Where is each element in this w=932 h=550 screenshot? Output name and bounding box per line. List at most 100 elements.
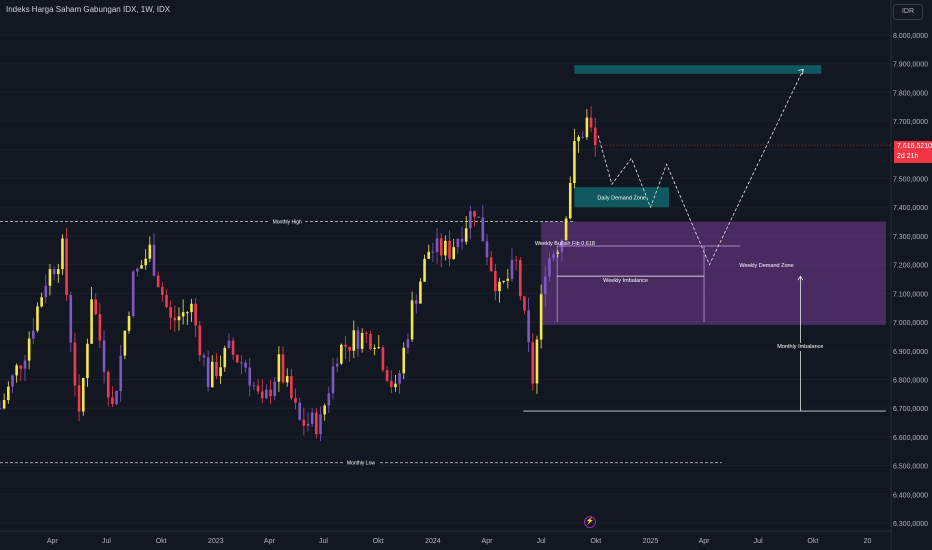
candle-body — [40, 297, 43, 307]
price-tick-label: 6.500,0000 — [893, 464, 928, 471]
candle-body — [269, 389, 272, 397]
candle-body — [69, 294, 73, 343]
candle-body — [56, 269, 60, 275]
last-price-tag: 7.616,5210 2d 21h — [894, 141, 932, 163]
candle-body — [452, 247, 456, 259]
currency-button[interactable]: IDR — [893, 4, 923, 20]
annotation-label: Weekly Imbalance — [603, 278, 648, 284]
candle-body — [260, 391, 264, 399]
candle-body — [531, 342, 535, 384]
candle-body — [119, 355, 123, 391]
price-tick-label: 6.600,0000 — [893, 435, 928, 442]
candle-body — [344, 344, 347, 347]
candle-body — [577, 136, 580, 142]
candle-body — [244, 362, 247, 368]
candle-body — [240, 362, 243, 364]
price-tick-label: 8.000,0000 — [893, 33, 928, 40]
price-tick-label: 6.400,0000 — [893, 492, 928, 499]
candle-body — [23, 360, 27, 369]
price-tick-label: 7.800,0000 — [893, 90, 928, 97]
level-label: Monthly Low — [347, 461, 375, 467]
candle-body — [439, 238, 443, 256]
candle-body — [410, 300, 414, 340]
projection-arrow-head — [798, 68, 804, 75]
candle-body — [506, 278, 510, 281]
candle-body — [539, 294, 543, 340]
candle-body — [44, 285, 48, 298]
candle-body — [302, 419, 306, 426]
flash-icon[interactable]: ⚡ — [584, 516, 596, 528]
candle-body — [535, 339, 539, 384]
time-tick-label: 20 — [864, 538, 872, 545]
candle-body — [27, 338, 31, 361]
level-label: Monthly High — [273, 220, 302, 226]
price-tick-label: 7.000,0000 — [893, 320, 928, 327]
candle-body — [568, 182, 572, 219]
candle-body — [102, 340, 106, 372]
candle-body — [573, 141, 576, 183]
candle-body — [402, 347, 406, 374]
candle-body — [352, 330, 356, 351]
candle-body — [281, 354, 285, 383]
candle-body — [81, 378, 85, 412]
time-tick-label: 2025 — [643, 538, 659, 545]
candle-body — [543, 276, 547, 295]
time-scale[interactable]: Apr Jul Okt 2023 Apr Jul Okt 2024 Apr Jul Okt 2025 A… — [47, 538, 872, 545]
candle-body — [215, 361, 218, 377]
candle-body — [523, 296, 526, 311]
time-tick-label: Jul — [537, 538, 546, 545]
levels: Monthly High Monthly Low — [0, 217, 886, 467]
candle-body — [377, 347, 381, 349]
price-tick-label: 6.300,0000 — [893, 521, 928, 528]
candle-body — [406, 339, 410, 348]
candle-body — [2, 400, 6, 409]
time-tick-label: Jul — [754, 538, 763, 545]
candle-body — [473, 210, 476, 217]
candle-body — [98, 314, 102, 341]
candle-body — [556, 252, 560, 254]
candles — [0, 106, 597, 442]
time-tick-label: 2024 — [425, 538, 441, 545]
candle-body — [310, 412, 314, 424]
candle-body — [48, 269, 52, 286]
candle-body — [186, 312, 189, 314]
time-tick-label: Apr — [47, 538, 59, 545]
candle-body — [190, 303, 193, 313]
candle-body — [231, 340, 235, 355]
candle-body — [161, 287, 164, 295]
candle-body — [181, 312, 185, 317]
level-label-bg — [269, 217, 306, 226]
candle-body — [335, 363, 339, 367]
candle-body — [177, 316, 181, 321]
candle-body — [31, 330, 35, 339]
candle-body — [585, 117, 589, 138]
candle-body — [206, 357, 210, 388]
candle-body — [398, 373, 401, 384]
candle-body — [348, 346, 351, 351]
candle-body — [219, 367, 222, 377]
candle-body — [519, 260, 522, 297]
candle-body — [327, 393, 331, 406]
price-tick-label: 7.700,0000 — [893, 119, 928, 126]
bar-countdown: 2d 21h — [897, 153, 919, 160]
candle-body — [373, 347, 376, 349]
zone-rect — [574, 187, 669, 208]
last-price-value: 7.616,5210 — [897, 143, 932, 150]
candle-body — [123, 330, 127, 356]
candle-body — [298, 402, 301, 420]
candle-body — [477, 216, 480, 218]
candle-body — [385, 370, 389, 381]
candle-body — [331, 366, 335, 394]
zone-rect — [541, 221, 886, 325]
candle-body — [510, 259, 514, 279]
candle-body — [111, 397, 114, 405]
candle-body — [0, 408, 2, 410]
candle-body — [481, 217, 485, 242]
time-tick-label: Apr — [699, 538, 711, 545]
candle-body — [94, 299, 98, 315]
overlay: Weekly Bullish Fib 0.618 Weekly Imbalance… — [535, 68, 891, 412]
projection-path — [597, 69, 804, 266]
annotation-label-bg — [776, 342, 825, 351]
candle-body — [202, 355, 206, 358]
